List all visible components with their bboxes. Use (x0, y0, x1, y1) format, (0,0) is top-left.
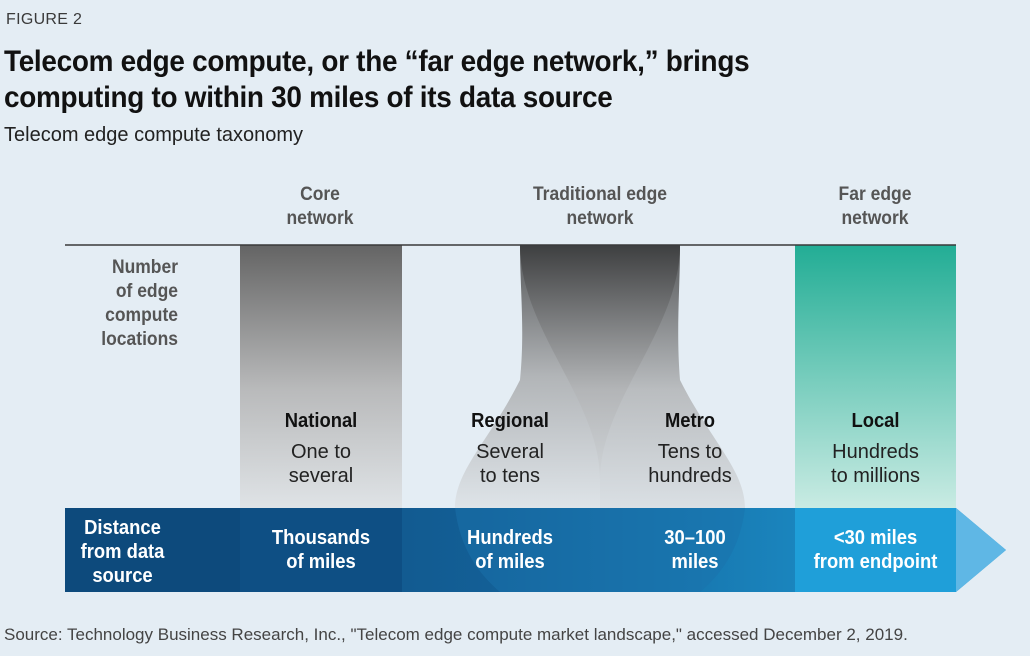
national-distance-line1: Thousands (271, 527, 371, 549)
distance-bar-label: Distance from data source (70, 516, 176, 588)
segment-count-regional: Several to tens (440, 440, 580, 488)
metro-count-line1: Tens to (657, 441, 723, 463)
row-label-line2: of edge (115, 281, 178, 302)
local-count-line2: to millions (831, 465, 920, 487)
metro-count-line2: hundreds (648, 465, 732, 487)
regional-distance-line1: Hundreds (467, 527, 553, 549)
far-edge-header: Far edge network (806, 183, 944, 231)
traditional-header-line2: network (566, 208, 634, 229)
bar-label-line2: from data (80, 541, 165, 563)
national-area (240, 245, 402, 508)
core-header-line2: network (286, 208, 354, 229)
bar-label-block (65, 508, 240, 592)
segment-count-metro: Tens to hundreds (620, 440, 760, 488)
distance-national: Thousands of miles (246, 526, 395, 574)
local-count-line1: Hundreds (832, 441, 919, 463)
national-count-line1: One to (290, 441, 352, 463)
bar-overlap (455, 508, 745, 592)
bar-label-line3: source (92, 565, 153, 587)
local-area (795, 245, 956, 508)
segment-name-local: Local (851, 410, 900, 432)
figure-title: Telecom edge compute, or the “far edge n… (4, 45, 750, 114)
local-bar-block (795, 508, 956, 592)
distance-local: <30 miles from endpoint (801, 526, 949, 574)
regional-count-line1: Several (476, 441, 544, 463)
row-label-line3: compute (105, 305, 178, 326)
figure-subtitle: Telecom edge compute taxonomy (4, 124, 304, 146)
row-label-line4: locations (101, 329, 178, 350)
metro-distance-line2: miles (671, 551, 719, 573)
local-distance-line2: from endpoint (813, 551, 938, 573)
national-distance-line2: of miles (286, 551, 356, 573)
segment-name-metro: Metro (664, 410, 716, 432)
metro-area (520, 245, 745, 508)
distance-regional: Hundreds of miles (446, 526, 575, 574)
metro-distance-line1: 30–100 (664, 527, 726, 549)
core-network-header: Core network (251, 183, 389, 231)
segment-count-national: One to several (240, 440, 402, 488)
segment-count-local: Hundreds to millions (795, 440, 956, 488)
local-distance-line1: <30 miles (833, 527, 918, 549)
national-bar-block (240, 508, 402, 592)
regional-count-line2: to tens (479, 465, 541, 487)
locations-row-label: Number of edge compute locations (86, 256, 178, 352)
distance-metro: 30–100 miles (631, 526, 760, 574)
traditional-header-line1: Traditional edge (532, 184, 668, 205)
segment-name-regional: Regional (471, 410, 549, 432)
segment-name-national: National (284, 410, 358, 432)
national-count-line2: several (288, 465, 354, 487)
far-header-line1: Far edge (838, 184, 912, 205)
arrow-tip (956, 508, 1006, 592)
figure-label: FIGURE 2 (6, 11, 83, 28)
traditional-edge-header: Traditional edge network (503, 183, 696, 231)
bar-label-line1: Distance (84, 517, 161, 539)
source-note: Source: Technology Business Research, In… (4, 625, 908, 644)
core-header-line1: Core (300, 184, 340, 205)
row-label-line1: Number (111, 257, 178, 278)
regional-distance-line2: of miles (475, 551, 545, 573)
far-header-line2: network (841, 208, 909, 229)
